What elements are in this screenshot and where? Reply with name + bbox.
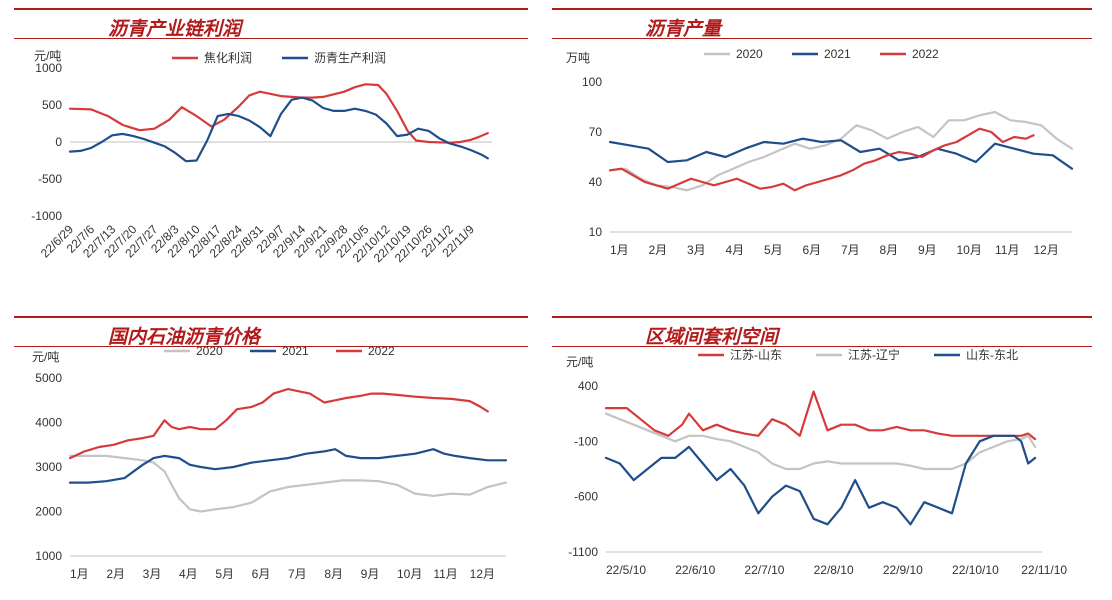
legend-label: 2022: [912, 47, 939, 61]
x-tick-label: 22/5/10: [606, 563, 646, 577]
y-tick-label: 4000: [35, 416, 62, 430]
y-unit-label: 万吨: [566, 51, 590, 65]
y-tick-label: 0: [55, 135, 62, 149]
panel-arbitrage: 区域间套利空间 元/吨 400 -100 -600 -1100 22/5/10 22/6/1…: [552, 316, 1092, 596]
x-tick-label: 6月: [803, 243, 822, 257]
header-rule-top: [552, 8, 1092, 10]
series-line-2022: [608, 127, 1035, 192]
x-tick-label: 8月: [324, 567, 343, 581]
series-line-江苏-山东: [604, 390, 1037, 441]
legend-label: 2020: [196, 344, 223, 358]
x-tick-label: 2月: [649, 243, 668, 257]
panel-output: 沥青产量 万吨 100 70 40 10 1月 2月 3月 4月 5月 6月 7月 8月 9月 10月 11月…: [552, 8, 1092, 290]
legend-label: 江苏-辽宁: [848, 347, 900, 362]
panel-title: 沥青产业链利润: [108, 18, 242, 40]
x-tick-label: 4月: [179, 567, 198, 581]
y-tick-label: 10: [589, 225, 603, 239]
x-tick-label: 9月: [361, 567, 380, 581]
x-tick-label: 22/11/10: [1021, 563, 1067, 577]
x-tick-label: 10月: [957, 243, 982, 257]
chart-industry-profit: 元/吨10005000-500-100022/6/2922/7/622/7/13…: [31, 49, 492, 265]
x-tick-label: 10月: [397, 567, 422, 581]
y-tick-label: 2000: [35, 505, 62, 519]
series-line-江苏-辽宁: [604, 412, 1037, 471]
x-tick-label: 2月: [106, 567, 125, 581]
y-tick-label: 1000: [35, 61, 62, 75]
panel-header: 区域间套利空间: [552, 316, 1092, 350]
y-unit-label: 元/吨: [566, 355, 593, 369]
x-tick-label: 1月: [610, 243, 629, 257]
chart-regional-arbitrage: 元/吨 400 -100 -600 -1100 22/5/10 22/6/10 22/7/10…: [566, 347, 1067, 577]
series-line-2022: [68, 387, 489, 460]
legend-label: 沥青生产利润: [314, 51, 386, 65]
series-line-2020: [608, 110, 1074, 192]
x-tick-label: 22/6/10: [675, 563, 715, 577]
series-line-沥青生产利润: [68, 96, 489, 163]
header-rule-top: [14, 316, 528, 318]
x-tick-label: 3月: [687, 243, 706, 257]
x-tick-label: 7月: [841, 243, 860, 257]
chart-asphalt-price: 元/吨 5000 4000 3000 2000 1000 1月 2月 3月 4月 5月 6月 7月 8月 9…: [32, 344, 508, 581]
y-tick-label: 70: [589, 125, 603, 139]
legend-label: 2022: [368, 344, 395, 358]
x-tick-label: 22/10/10: [952, 563, 999, 577]
series-line-2021: [68, 448, 508, 484]
x-tick-label: 12月: [1034, 243, 1059, 257]
legend-label: 2020: [736, 47, 763, 61]
panel-price: 国内石油沥青价格 元/吨 5000 4000 3000 2000 1000 1月 2月 3月 4月…: [14, 316, 528, 596]
y-tick-label: -500: [38, 172, 62, 186]
legend-label: 焦化利润: [204, 51, 252, 65]
y-tick-label: -600: [574, 490, 598, 504]
legend-label: 2021: [824, 47, 851, 61]
y-tick-label: -100: [574, 434, 598, 448]
header-rule-bottom: [552, 38, 1092, 39]
panel-title: 区域间套利空间: [645, 326, 779, 348]
y-unit-label: 元/吨: [34, 49, 61, 63]
y-tick-label: -1000: [31, 209, 62, 223]
series-line-2021: [608, 137, 1074, 170]
x-tick-label: 11月: [995, 243, 1019, 257]
x-tick-label: 4月: [726, 243, 745, 257]
panel-profit: 沥青产业链利润 元/吨 1000 500 0 -500 -1000 22/6/29 22/7/…: [14, 8, 528, 288]
header-rule-bottom: [14, 346, 528, 347]
y-tick-label: 100: [582, 75, 602, 89]
x-tick-label: 8月: [880, 243, 899, 257]
y-tick-label: -1100: [568, 545, 598, 559]
panel-header: 沥青产业链利润: [14, 8, 528, 42]
x-tick-label: 3月: [143, 567, 162, 581]
panel-header: 沥青产量: [552, 8, 1092, 42]
y-tick-label: 500: [42, 98, 62, 112]
x-tick-label: 7月: [288, 567, 307, 581]
series-line-山东-东北: [604, 434, 1037, 526]
y-tick-label: 3000: [35, 460, 62, 474]
header-rule-bottom: [552, 346, 1092, 347]
series-line-2020: [68, 454, 508, 513]
legend-label: 山东-东北: [966, 348, 1018, 362]
legend-label: 2021: [282, 344, 309, 358]
y-tick-label: 40: [589, 175, 603, 189]
x-tick-label: 22/9/10: [883, 563, 923, 577]
x-tick-label: 5月: [764, 243, 783, 257]
panel-title: 国内石油沥青价格: [108, 326, 261, 348]
x-tick-label: 6月: [252, 567, 271, 581]
series-line-焦化利润: [68, 83, 489, 144]
x-tick-label: 12月: [470, 567, 495, 581]
x-tick-label: 22/8/10: [814, 563, 854, 577]
panel-header: 国内石油沥青价格: [14, 316, 528, 350]
header-rule-top: [552, 316, 1092, 318]
y-tick-label: 5000: [35, 371, 62, 385]
y-unit-label: 元/吨: [32, 350, 59, 364]
x-tick-label: 9月: [918, 243, 937, 257]
panel-title: 沥青产量: [645, 18, 722, 40]
chart-asphalt-output: 万吨 100 70 40 10 1月 2月 3月 4月 5月 6月 7月 8月 9月 10月 11月 12月 20…: [566, 47, 1074, 257]
x-tick-label: 5月: [215, 567, 234, 581]
legend-label: 江苏-山东: [730, 348, 782, 362]
x-tick-label: 22/7/10: [744, 563, 784, 577]
y-tick-label: 1000: [35, 549, 62, 563]
header-rule-top: [14, 8, 528, 10]
y-tick-label: 400: [578, 379, 598, 393]
x-tick-label: 1月: [70, 567, 89, 581]
header-rule-bottom: [14, 38, 528, 39]
x-tick-label: 11月: [433, 567, 457, 581]
